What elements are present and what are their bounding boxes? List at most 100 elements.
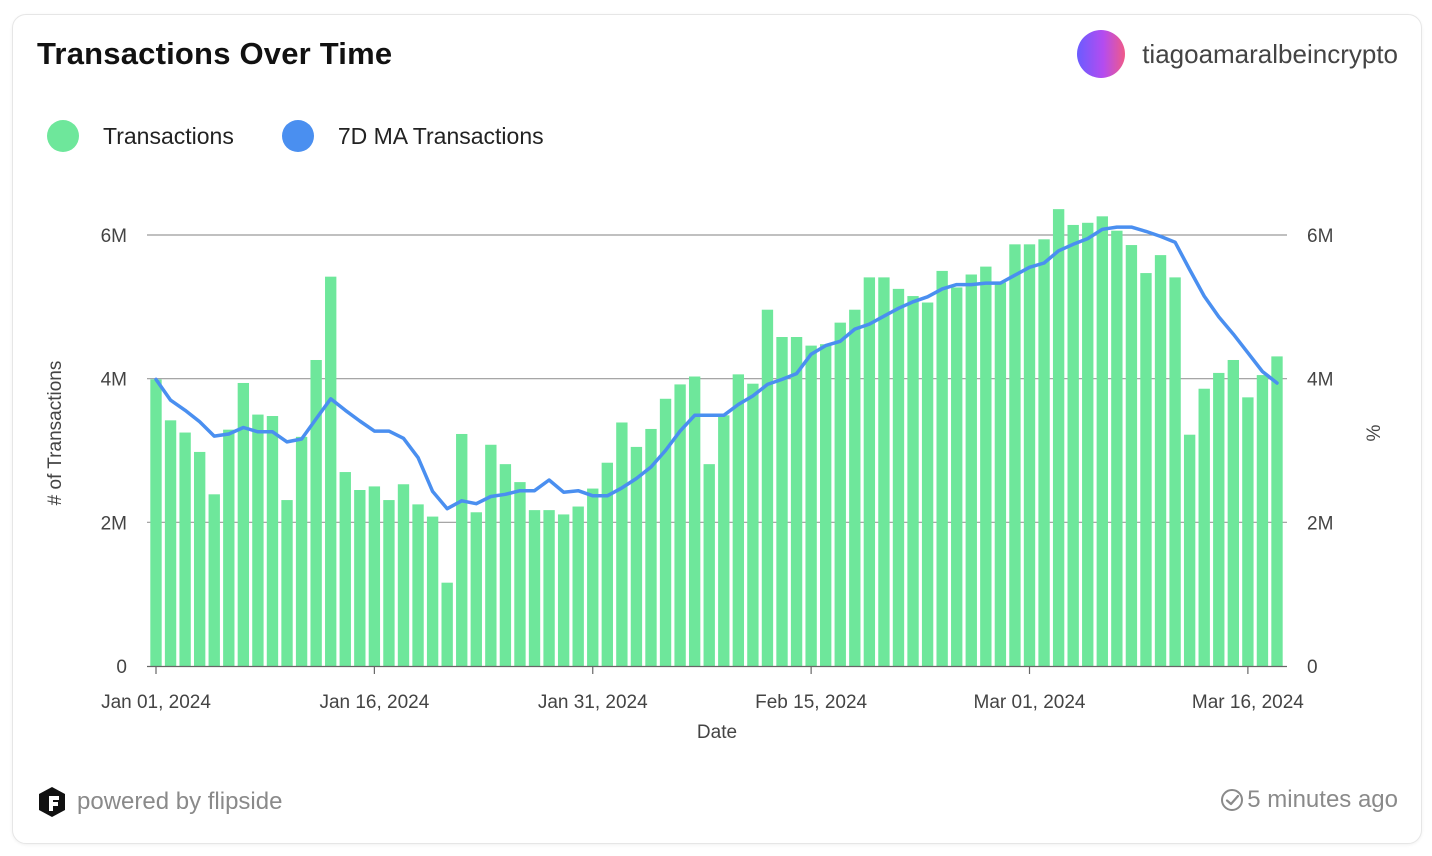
x-tick-label: Mar 16, 2024 bbox=[1192, 692, 1304, 713]
bar[interactable] bbox=[412, 504, 424, 666]
bar[interactable] bbox=[863, 277, 876, 666]
powered-by-link[interactable]: powered by flipside bbox=[37, 786, 282, 818]
bar[interactable] bbox=[1213, 372, 1225, 666]
bar[interactable] bbox=[1096, 216, 1108, 666]
author-badge[interactable]: tiagoamaralbeincrypto bbox=[1077, 30, 1398, 78]
bar[interactable] bbox=[776, 337, 788, 666]
bar[interactable] bbox=[557, 514, 570, 666]
bar[interactable] bbox=[703, 464, 715, 666]
bar[interactable] bbox=[980, 266, 992, 666]
bar[interactable] bbox=[514, 482, 526, 666]
y2-axis-label: % bbox=[1364, 424, 1385, 441]
bar[interactable] bbox=[528, 510, 541, 666]
bar[interactable] bbox=[630, 446, 643, 666]
bar[interactable] bbox=[849, 309, 861, 666]
bar[interactable] bbox=[1140, 273, 1152, 666]
bar[interactable] bbox=[1227, 359, 1240, 666]
ma-line-path[interactable] bbox=[154, 225, 1279, 511]
bar[interactable] bbox=[543, 510, 555, 666]
bar[interactable] bbox=[295, 436, 308, 666]
bar[interactable] bbox=[878, 277, 890, 666]
bar[interactable] bbox=[179, 432, 191, 666]
bar[interactable] bbox=[732, 374, 745, 666]
bar[interactable] bbox=[718, 415, 730, 666]
bar[interactable] bbox=[645, 428, 657, 666]
bar[interactable] bbox=[325, 276, 337, 666]
y2-tick-label: 6M bbox=[1307, 226, 1333, 247]
legend-item-transactions[interactable]: Transactions bbox=[47, 120, 234, 152]
legend-dot-7d-ma bbox=[281, 120, 314, 152]
author-name[interactable]: tiagoamaralbeincrypto bbox=[1142, 38, 1398, 69]
bar[interactable] bbox=[1052, 209, 1065, 666]
bar[interactable] bbox=[674, 384, 686, 666]
powered-by-label[interactable]: powered by flipside bbox=[77, 788, 283, 815]
legend-dot-transactions bbox=[47, 120, 79, 152]
bar[interactable] bbox=[1271, 356, 1283, 666]
bar[interactable] bbox=[572, 506, 584, 666]
bar[interactable] bbox=[965, 274, 977, 666]
bar[interactable] bbox=[1009, 244, 1021, 667]
bar[interactable] bbox=[1067, 224, 1079, 666]
bar[interactable] bbox=[805, 345, 817, 666]
bar[interactable] bbox=[485, 444, 497, 666]
bar[interactable] bbox=[193, 451, 206, 666]
bar[interactable] bbox=[441, 582, 453, 666]
bar[interactable] bbox=[354, 490, 366, 666]
bar[interactable] bbox=[1169, 277, 1181, 666]
bar[interactable] bbox=[499, 464, 512, 666]
bar[interactable] bbox=[1111, 230, 1123, 666]
legend: Transactions 7D MA Transactions bbox=[47, 120, 592, 152]
bar[interactable] bbox=[1125, 245, 1138, 666]
bar[interactable] bbox=[659, 398, 672, 666]
y2-tick-label: 4M bbox=[1307, 370, 1333, 391]
y-tick-label: 2M bbox=[101, 513, 127, 534]
bar[interactable] bbox=[252, 414, 264, 666]
bar[interactable] bbox=[820, 344, 832, 666]
bar[interactable] bbox=[281, 500, 293, 666]
bar[interactable] bbox=[368, 486, 381, 666]
x-axis-label: Date bbox=[697, 722, 737, 743]
x-tick-label: Feb 15, 2024 bbox=[755, 692, 867, 713]
bar[interactable] bbox=[1023, 244, 1036, 667]
bar[interactable] bbox=[951, 287, 963, 666]
avatar[interactable] bbox=[1077, 30, 1126, 78]
bar[interactable] bbox=[164, 420, 177, 666]
bar[interactable] bbox=[339, 472, 351, 666]
bar[interactable] bbox=[223, 429, 235, 666]
bar[interactable] bbox=[397, 484, 410, 666]
bar[interactable] bbox=[470, 512, 482, 666]
bar[interactable] bbox=[688, 376, 701, 666]
bar[interactable] bbox=[1183, 434, 1196, 666]
bar[interactable] bbox=[601, 462, 613, 666]
bar[interactable] bbox=[237, 382, 250, 666]
y-tick-label: 4M bbox=[101, 370, 127, 391]
bar[interactable] bbox=[1198, 388, 1210, 666]
y2-tick-label: 2M bbox=[1307, 513, 1333, 534]
bars bbox=[150, 209, 1283, 667]
bar[interactable] bbox=[834, 322, 846, 666]
bar[interactable] bbox=[747, 383, 759, 666]
bar[interactable] bbox=[790, 337, 803, 666]
bar[interactable] bbox=[1154, 255, 1167, 666]
bar[interactable] bbox=[761, 309, 774, 666]
bar[interactable] bbox=[310, 359, 322, 666]
bar[interactable] bbox=[907, 296, 919, 666]
bar[interactable] bbox=[921, 302, 934, 666]
bar[interactable] bbox=[1038, 239, 1050, 666]
bar[interactable] bbox=[383, 500, 395, 666]
bar[interactable] bbox=[1082, 222, 1094, 666]
bar[interactable] bbox=[266, 416, 279, 666]
bar[interactable] bbox=[994, 282, 1007, 666]
bar[interactable] bbox=[150, 379, 162, 666]
bar[interactable] bbox=[426, 516, 439, 666]
bar[interactable] bbox=[1256, 375, 1269, 666]
bar[interactable] bbox=[892, 288, 905, 666]
bar[interactable] bbox=[587, 488, 599, 666]
legend-label-transactions: Transactions bbox=[103, 122, 234, 149]
bar[interactable] bbox=[456, 433, 468, 666]
bar[interactable] bbox=[1242, 397, 1254, 666]
bar[interactable] bbox=[936, 270, 948, 666]
bar[interactable] bbox=[616, 422, 628, 666]
bar[interactable] bbox=[208, 494, 220, 666]
legend-item-7d-ma[interactable]: 7D MA Transactions bbox=[281, 120, 544, 152]
